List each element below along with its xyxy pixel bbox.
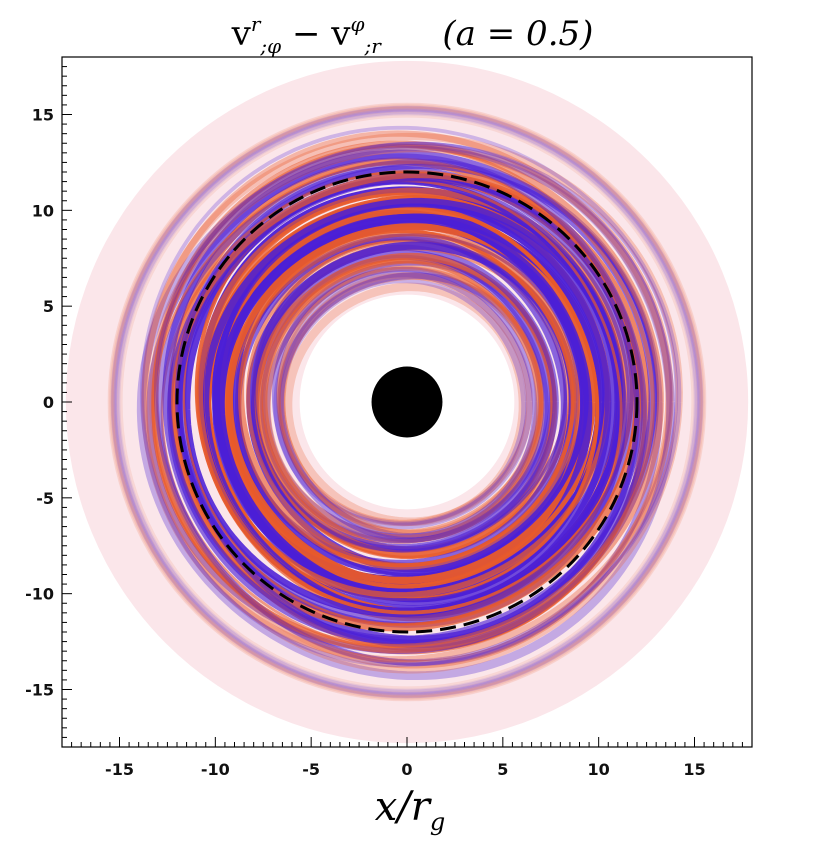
turbulence-band (162, 149, 658, 645)
x-tick-label: 5 (497, 760, 508, 779)
turbulence-band (141, 132, 683, 674)
turbulence-band (153, 141, 679, 666)
title-minus: − (291, 14, 321, 54)
turbulence-band (156, 145, 673, 662)
title-param: (a = 0.5) (442, 14, 594, 54)
outer-wisp (107, 102, 707, 702)
y-tick-label: 0 (43, 393, 54, 412)
outer-wisp (111, 106, 703, 698)
turbulence-band (273, 270, 533, 530)
x-axis-label-sub: g (429, 808, 446, 836)
turbulence-band (265, 266, 538, 539)
outer-wisp (116, 111, 698, 693)
turbulence-band (283, 282, 528, 527)
turbulence-band (278, 278, 526, 526)
turbulence-bands (107, 102, 707, 702)
turbulence-band (140, 130, 673, 663)
x-tick-label: -5 (302, 760, 320, 779)
turbulence-band (276, 266, 544, 534)
turbulence-band (151, 140, 664, 654)
y-tick-label: 5 (43, 297, 54, 316)
outer-wisp (114, 109, 700, 695)
title-sup-2: φ (350, 12, 365, 36)
x-tick-label: 10 (588, 760, 610, 779)
outer-wisp (113, 108, 701, 696)
x-tick-label: 15 (683, 760, 705, 779)
x-tick-label: 0 (401, 760, 412, 779)
x-axis-label-main: x/r (374, 784, 430, 830)
black-hole (371, 366, 443, 438)
y-tick-label: -15 (25, 681, 54, 700)
reference-dashed-circle (175, 170, 639, 634)
x-axis-label: x/rg (330, 784, 490, 836)
y-tick-label: -10 (25, 585, 54, 604)
outer-wisp (107, 102, 707, 702)
x-tick-label: -15 (105, 760, 134, 779)
outer-wisp (110, 105, 704, 699)
turbulence-band (151, 143, 655, 648)
title-sup-1: r (250, 12, 261, 36)
title-v: v (231, 14, 251, 54)
outer-wisp (109, 104, 705, 700)
turbulence-band (146, 153, 648, 654)
y-tick-label: -5 (36, 489, 54, 508)
x-tick-label: -10 (201, 760, 230, 779)
turbulence-band (156, 159, 663, 667)
turbulence-band (277, 272, 543, 538)
title-v-2: v (331, 14, 351, 54)
outer-wisp (110, 105, 704, 699)
chart-title: vr;φ − vφ;r (a = 0.5) (0, 0, 825, 58)
y-tick-label: 10 (32, 201, 54, 220)
turbulence-band (278, 272, 533, 527)
turbulence-band (139, 125, 682, 668)
title-sub-1: ;φ (260, 34, 282, 58)
turbulence-band (149, 143, 674, 669)
y-tick-label: 15 (32, 106, 54, 125)
title-sub-2: ;r (364, 34, 381, 58)
outer-wisp (111, 106, 703, 698)
turbulence-band (136, 141, 675, 681)
